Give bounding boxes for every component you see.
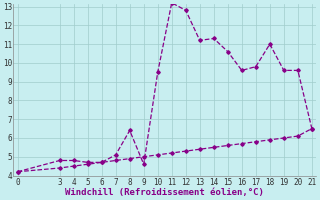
X-axis label: Windchill (Refroidissement éolien,°C): Windchill (Refroidissement éolien,°C) [65, 188, 264, 197]
